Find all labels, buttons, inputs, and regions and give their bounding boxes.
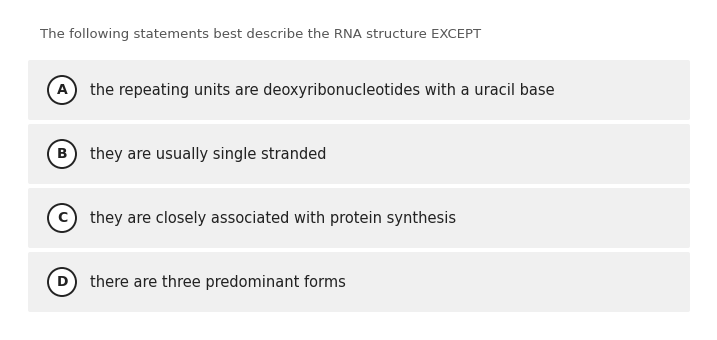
Text: B: B (57, 147, 67, 161)
Text: D: D (56, 275, 67, 289)
FancyBboxPatch shape (28, 124, 690, 184)
Ellipse shape (48, 204, 76, 232)
Ellipse shape (48, 268, 76, 296)
Text: they are closely associated with protein synthesis: they are closely associated with protein… (90, 210, 456, 225)
FancyBboxPatch shape (28, 60, 690, 120)
Text: C: C (57, 211, 67, 225)
Text: A: A (57, 83, 67, 97)
FancyBboxPatch shape (28, 252, 690, 312)
Ellipse shape (48, 76, 76, 104)
Text: The following statements best describe the RNA structure EXCEPT: The following statements best describe t… (40, 28, 481, 41)
Text: the repeating units are deoxyribonucleotides with a uracil base: the repeating units are deoxyribonucleot… (90, 83, 555, 98)
FancyBboxPatch shape (28, 188, 690, 248)
Text: they are usually single stranded: they are usually single stranded (90, 147, 326, 162)
Ellipse shape (48, 140, 76, 168)
Text: there are three predominant forms: there are three predominant forms (90, 274, 346, 289)
